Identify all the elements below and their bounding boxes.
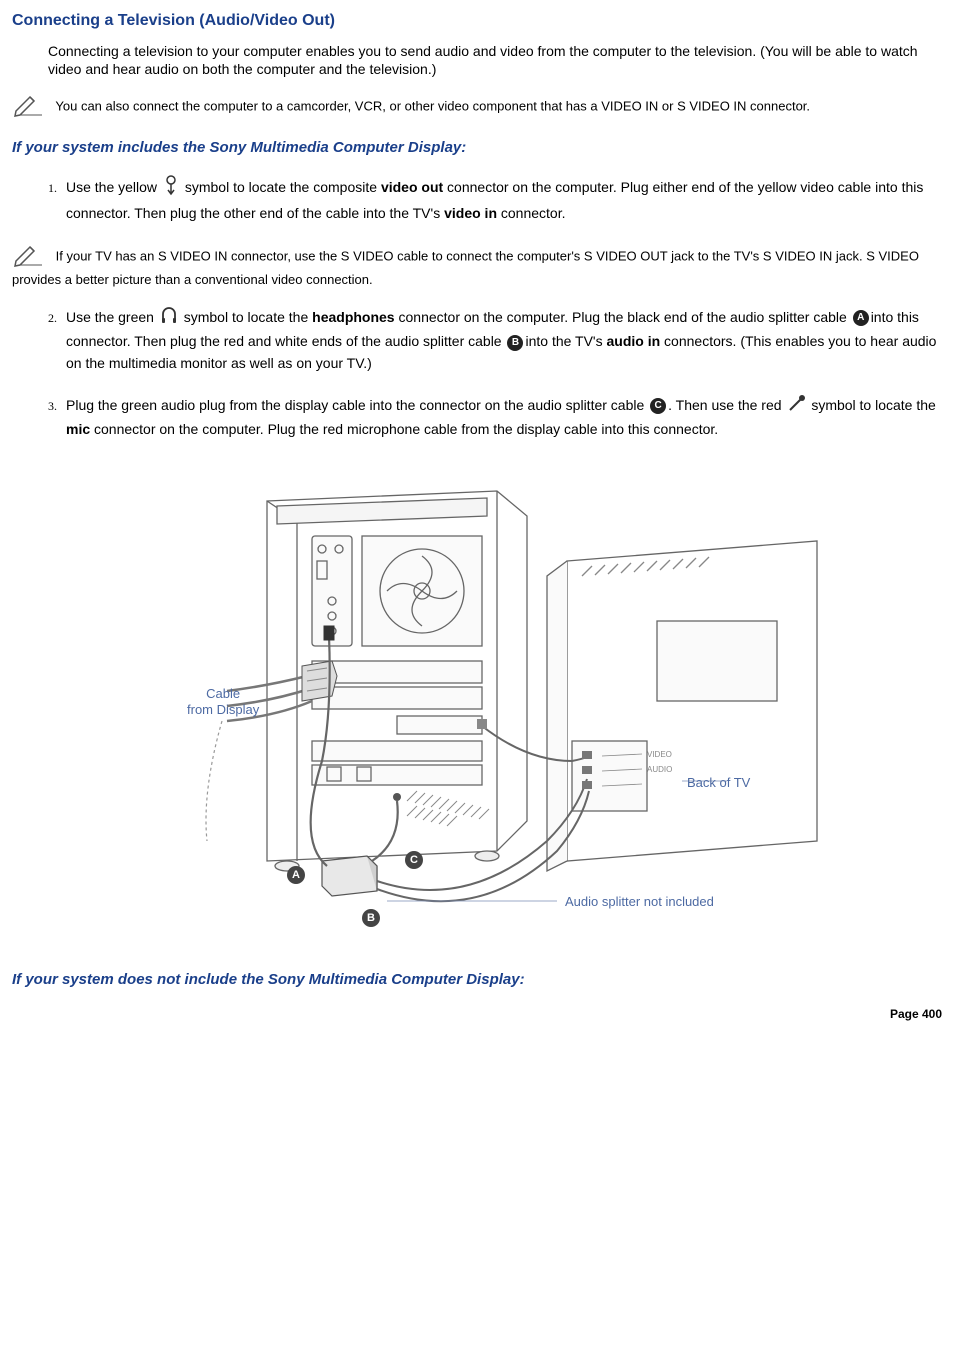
note-svideo: If your TV has an S VIDEO IN connector, …	[12, 243, 942, 289]
steps-list: Use the yellow symbol to locate the comp…	[12, 174, 942, 224]
steps-list-cont: Use the green symbol to locate the headp…	[12, 305, 942, 441]
step-2: Use the green symbol to locate the headp…	[60, 305, 942, 375]
step-text: Plug the green audio plug from the displ…	[66, 397, 648, 413]
step-text: . Then use the red	[668, 397, 785, 413]
pencil-note-icon	[12, 243, 48, 272]
step-3: Plug the green audio plug from the displ…	[60, 393, 942, 441]
label-c-icon: C	[650, 398, 666, 414]
step-text: connector on the computer. Plug the blac…	[395, 309, 851, 325]
step-text: symbol to locate the composite	[185, 179, 381, 195]
figure-label-splitter: Audio splitter not included	[565, 893, 714, 911]
bold-term: audio in	[607, 333, 661, 349]
figure-marker-c: C	[405, 851, 423, 869]
step-text: connector on the computer. Plug the red …	[90, 421, 718, 437]
figure-label-cable: Cablefrom Display	[187, 686, 259, 717]
step-text: Use the green	[66, 309, 158, 325]
bold-term: headphones	[312, 309, 394, 325]
bold-term: mic	[66, 421, 90, 437]
page-number: Page 400	[12, 1006, 942, 1022]
bold-term: video in	[444, 205, 497, 221]
bold-term: video out	[381, 179, 443, 195]
connection-diagram: VIDEO AUDIO	[12, 461, 942, 946]
svg-text:AUDIO: AUDIO	[647, 765, 672, 774]
subheading-includes-display: If your system includes the Sony Multime…	[12, 138, 942, 158]
headphones-symbol-icon	[160, 305, 178, 332]
label-a-icon: A	[853, 310, 869, 326]
step-text: connector.	[497, 205, 566, 221]
svg-text:VIDEO: VIDEO	[647, 750, 672, 759]
mic-symbol-icon	[787, 393, 805, 420]
page-title: Connecting a Television (Audio/Video Out…	[12, 10, 942, 32]
pencil-note-icon	[12, 93, 48, 122]
label-b-icon: B	[507, 335, 523, 351]
intro-paragraph: Connecting a television to your computer…	[48, 42, 942, 80]
video-out-symbol-icon	[163, 174, 179, 203]
step-text: into the TV's	[525, 333, 606, 349]
note-camcorder: You can also connect the computer to a c…	[12, 93, 942, 122]
note-text: If your TV has an S VIDEO IN connector, …	[12, 248, 919, 287]
figure-marker-a: A	[287, 866, 305, 884]
note-text: You can also connect the computer to a c…	[55, 99, 810, 114]
subheading-no-display: If your system does not include the Sony…	[12, 970, 942, 990]
figure-label-tv: Back of TV	[687, 774, 750, 792]
step-1: Use the yellow symbol to locate the comp…	[60, 174, 942, 224]
step-text: symbol to locate the	[184, 309, 312, 325]
step-text: Use the yellow	[66, 179, 161, 195]
figure-marker-b: B	[362, 909, 380, 927]
step-text: symbol to locate the	[811, 397, 936, 413]
